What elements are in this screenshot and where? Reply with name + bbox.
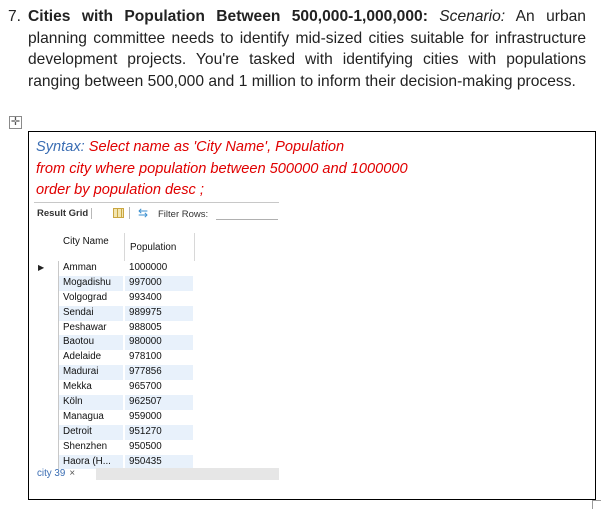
cell-city-name[interactable]: Sendai	[58, 305, 123, 321]
cell-population[interactable]: 950500	[125, 439, 193, 455]
toolbar-divider	[129, 207, 130, 219]
scenario-text: An urban planning committee needs to ide…	[28, 8, 586, 90]
cell-population[interactable]: 988005	[125, 320, 193, 336]
syntax-line-2: from city where population between 50000…	[36, 160, 408, 177]
cell-city-name[interactable]: Detroit	[58, 424, 123, 440]
cell-population[interactable]: 989975	[125, 305, 193, 321]
syntax-line-1: Syntax: Select name as 'City Name', Popu…	[36, 137, 408, 159]
question-number: 7.	[8, 8, 22, 25]
cell-city-name[interactable]: Köln	[58, 395, 123, 410]
column-header-city-name[interactable]: City Name	[63, 236, 109, 247]
cell-population[interactable]: 965700	[125, 380, 193, 396]
question-text: Cities with Population Between 500,000-1…	[28, 6, 586, 92]
horizontal-scrollbar[interactable]	[96, 468, 279, 480]
cell-population[interactable]: 997000	[125, 275, 193, 291]
question-title: Cities with Population Between 500,000-1…	[28, 8, 428, 25]
cell-population[interactable]: 977856	[125, 365, 193, 381]
cell-population[interactable]: 962507	[125, 395, 193, 410]
syntax-block: Syntax: Select name as 'City Name', Popu…	[36, 137, 408, 202]
cell-city-name[interactable]: Mogadishu	[58, 275, 123, 291]
syntax-line-3: order by population desc ;	[36, 182, 204, 198]
header-border	[58, 233, 195, 261]
cell-city-name[interactable]: Volgograd	[58, 290, 123, 306]
cell-city-name[interactable]: Shenzhen	[58, 439, 123, 455]
syntax-label: Syntax:	[36, 139, 85, 155]
triangle-right-icon: ▶	[38, 263, 45, 272]
header-separator	[124, 233, 125, 261]
syntax-line-1-text: Select name as 'City Name', Population	[88, 139, 345, 155]
cell-population[interactable]: 980000	[125, 335, 193, 351]
result-tab-label[interactable]: city 39	[37, 468, 66, 479]
page-corner-mark	[592, 500, 601, 509]
cell-city-name[interactable]: Amman	[58, 261, 123, 276]
cell-city-name[interactable]: Madurai	[58, 365, 123, 381]
filter-icon[interactable]: ⇆	[138, 206, 149, 220]
cell-city-name[interactable]: Managua	[58, 409, 123, 425]
question-paragraph: 7. Cities with Population Between 500,00…	[8, 6, 586, 92]
column-header-population[interactable]: Population	[130, 242, 177, 253]
answer-box: Syntax: Select name as 'City Name', Popu…	[28, 131, 596, 500]
cell-city-name[interactable]: Mekka	[58, 380, 123, 396]
cell-population[interactable]: 978100	[125, 350, 193, 366]
grid-icon[interactable]	[113, 208, 124, 218]
cell-population[interactable]: 951270	[125, 424, 193, 440]
cell-city-name[interactable]: Baotou	[58, 335, 123, 351]
cell-population[interactable]: 993400	[125, 290, 193, 306]
move-handle-icon[interactable]: ✛	[9, 116, 22, 129]
cell-population[interactable]: 1000000	[125, 261, 193, 276]
result-tab-bar: city 39 ×	[37, 468, 75, 479]
result-toolbar: Result Grid ⇆ Filter Rows:	[34, 202, 279, 225]
cell-population[interactable]: 950435	[125, 454, 193, 470]
cell-city-name[interactable]: Haora (H...	[58, 454, 123, 470]
cell-city-name[interactable]: Peshawar	[58, 320, 123, 336]
cell-population[interactable]: 959000	[125, 409, 193, 425]
filter-rows-label: Filter Rows:	[158, 209, 209, 220]
close-icon[interactable]: ×	[69, 468, 76, 479]
result-grid-tab[interactable]: Result Grid	[37, 208, 93, 219]
cell-city-name[interactable]: Adelaide	[58, 350, 123, 366]
scenario-label: Scenario:	[439, 8, 506, 25]
filter-rows-input[interactable]	[216, 209, 278, 220]
